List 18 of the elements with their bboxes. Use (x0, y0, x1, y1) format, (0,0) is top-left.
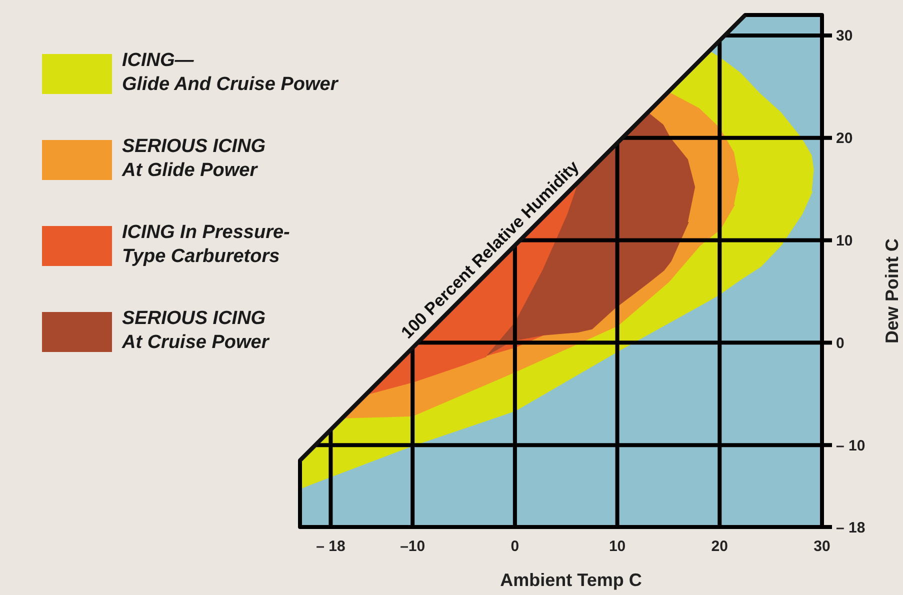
legend-label: ICING In Pressure- Type Carburetors (122, 222, 290, 267)
x-tick-label: – 18 (316, 538, 346, 555)
y-axis-title: Dew Point C (882, 238, 902, 344)
legend-label: SERIOUS ICING At Glide Power (121, 136, 266, 181)
x-tick-label: 20 (711, 538, 728, 555)
y-tick-label: 20 (836, 130, 853, 148)
x-tick-label: –10 (400, 538, 426, 555)
x-axis-title: Ambient Temp C (500, 570, 642, 590)
x-tick-label: 10 (608, 538, 626, 555)
y-tick-label: 30 (836, 28, 853, 45)
y-tick-label: – 18 (836, 519, 866, 536)
legend-label: SERIOUS ICING At Cruise Power (121, 308, 270, 353)
y-tick-label: 10 (836, 232, 853, 250)
x-tick-label: 30 (814, 538, 830, 555)
y-tick-label: – 10 (836, 437, 866, 454)
x-tick-label: 0 (510, 538, 520, 555)
y-tick-label: 0 (836, 334, 844, 352)
legend-label: ICING— Glide And Cruise Power (122, 50, 340, 95)
